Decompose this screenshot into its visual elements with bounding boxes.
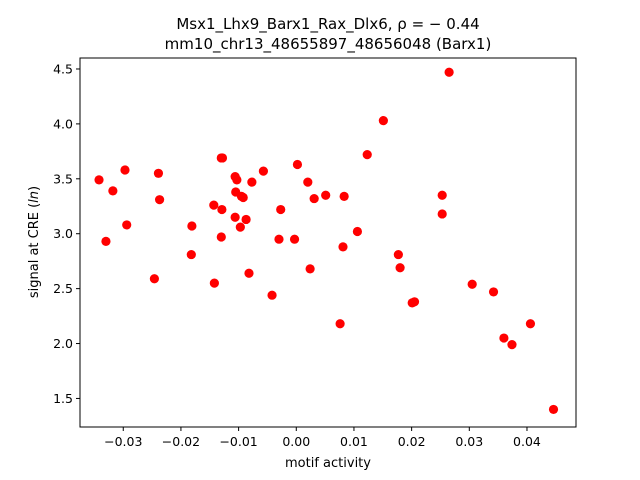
data-point-48 bbox=[444, 67, 454, 77]
data-point-22 bbox=[235, 222, 245, 232]
data-point-23 bbox=[241, 214, 251, 225]
x-tick-label-0: −0.03 bbox=[104, 434, 142, 449]
y-axis-label-part-1: ln bbox=[27, 191, 42, 203]
data-point-2 bbox=[108, 186, 118, 196]
data-point-38 bbox=[339, 191, 349, 201]
data-point-4 bbox=[122, 220, 132, 230]
data-point-11 bbox=[209, 278, 219, 288]
data-points bbox=[94, 67, 559, 415]
data-point-19 bbox=[230, 212, 240, 222]
x-tick-label-6: 0.03 bbox=[455, 434, 483, 449]
data-point-42 bbox=[393, 249, 403, 260]
data-point-21 bbox=[238, 192, 248, 203]
y-tick-label-1: 2.0 bbox=[53, 336, 73, 351]
data-point-30 bbox=[289, 234, 300, 244]
data-point-28 bbox=[276, 204, 286, 215]
data-point-36 bbox=[335, 319, 345, 329]
data-point-6 bbox=[153, 168, 164, 178]
y-axis-label: signal at CRE (ln) bbox=[27, 186, 42, 298]
x-tick-label-4: 0.01 bbox=[340, 434, 368, 449]
data-point-10 bbox=[209, 200, 219, 210]
data-point-17 bbox=[232, 175, 242, 185]
y-axis-label-part-0: signal at CRE ( bbox=[27, 203, 42, 298]
data-point-14 bbox=[217, 204, 227, 215]
data-point-50 bbox=[488, 287, 499, 297]
data-point-52 bbox=[507, 340, 517, 350]
y-tick-label-5: 4.0 bbox=[53, 116, 73, 131]
chart-title-line1: Msx1_Lhx9_Barx1_Rax_Dlx6, ρ = − 0.44 bbox=[176, 15, 479, 34]
data-point-51 bbox=[499, 333, 509, 343]
data-point-34 bbox=[309, 193, 319, 204]
data-point-54 bbox=[548, 404, 559, 415]
y-tick-label-6: 4.5 bbox=[53, 61, 73, 76]
data-point-47 bbox=[437, 209, 447, 219]
x-tick-label-1: −0.02 bbox=[162, 434, 200, 449]
data-point-3 bbox=[120, 165, 130, 175]
data-point-25 bbox=[244, 268, 254, 278]
data-point-32 bbox=[303, 177, 313, 187]
data-point-35 bbox=[321, 190, 331, 200]
data-point-1 bbox=[101, 236, 111, 246]
data-point-0 bbox=[94, 175, 104, 185]
data-point-45 bbox=[409, 297, 420, 307]
data-point-5 bbox=[149, 274, 159, 284]
data-point-27 bbox=[267, 290, 277, 300]
y-tick-label-3: 3.0 bbox=[53, 226, 73, 241]
plot-frame bbox=[79, 57, 577, 428]
y-axis-label-part-2: ) bbox=[27, 186, 42, 191]
x-tick-label-3: 0.00 bbox=[282, 434, 310, 449]
y-tick-label-4: 3.5 bbox=[53, 171, 73, 186]
data-point-43 bbox=[395, 263, 405, 273]
y-tick-label-0: 1.5 bbox=[53, 391, 73, 406]
data-point-7 bbox=[154, 195, 165, 205]
data-point-40 bbox=[362, 150, 372, 160]
x-axis-label: motif activity bbox=[285, 456, 371, 471]
data-point-9 bbox=[186, 249, 196, 260]
y-axis-ticks: 1.5 2.0 2.5 3.0 3.5 4.0 4.5 bbox=[53, 61, 80, 406]
data-point-39 bbox=[352, 226, 363, 237]
data-point-41 bbox=[378, 116, 388, 126]
x-axis-ticks: −0.03 −0.02 −0.01 0.00 0.01 0.02 0.03 0.04 bbox=[104, 427, 541, 449]
x-tick-label-5: 0.02 bbox=[398, 434, 426, 449]
data-point-49 bbox=[467, 279, 477, 289]
data-point-29 bbox=[274, 234, 284, 244]
data-point-31 bbox=[292, 159, 303, 170]
data-point-33 bbox=[305, 264, 315, 274]
data-point-15 bbox=[216, 232, 226, 242]
chart-title-line2: mm10_chr13_48655897_48656048 (Barx1) bbox=[165, 35, 492, 54]
data-point-37 bbox=[338, 242, 348, 252]
data-point-24 bbox=[247, 177, 257, 187]
data-point-53 bbox=[525, 319, 536, 329]
data-point-26 bbox=[258, 166, 268, 176]
x-tick-label-2: −0.01 bbox=[219, 434, 257, 449]
x-tick-label-7: 0.04 bbox=[513, 434, 541, 449]
data-point-8 bbox=[187, 221, 197, 231]
data-point-46 bbox=[437, 190, 447, 200]
y-tick-label-2: 2.5 bbox=[53, 281, 73, 296]
data-point-13 bbox=[217, 153, 228, 163]
